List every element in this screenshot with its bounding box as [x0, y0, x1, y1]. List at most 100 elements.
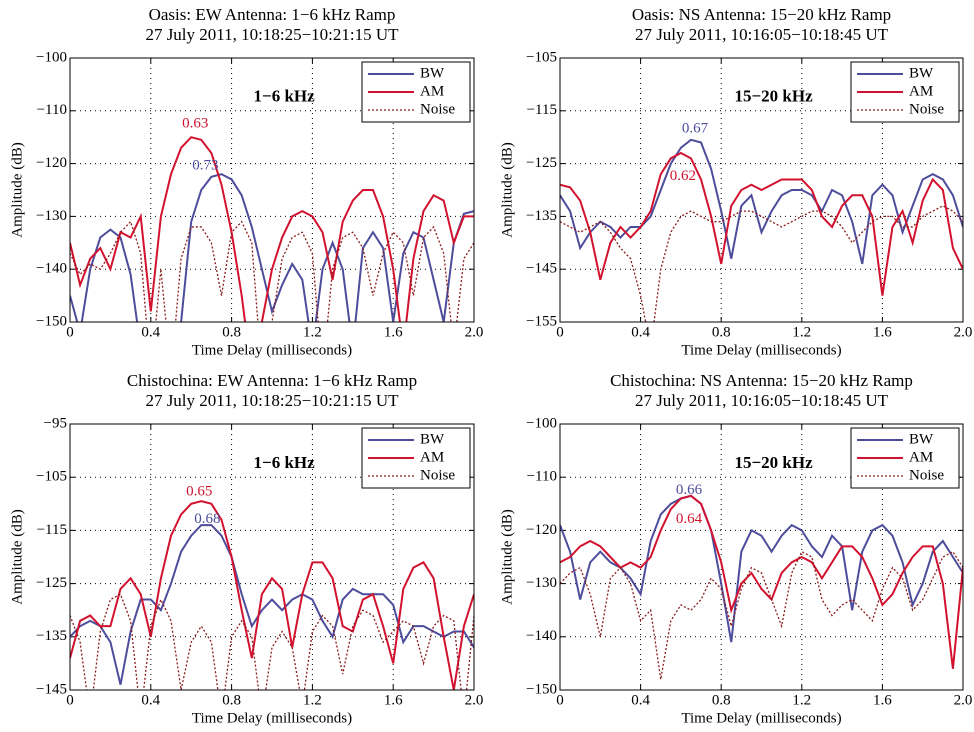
series-line — [70, 220, 474, 322]
y-tick-label: −120 — [526, 522, 557, 538]
x-tick-label: 0 — [556, 324, 564, 340]
x-tick-label: 1.2 — [792, 324, 811, 340]
y-tick-label: −125 — [36, 575, 67, 591]
x-tick-label: 0 — [556, 692, 564, 708]
x-tick-label: 2.0 — [465, 692, 484, 708]
legend-label: AM — [420, 83, 444, 99]
y-tick-label: −130 — [36, 208, 67, 224]
series-line — [70, 136, 474, 322]
x-tick-label: 0.4 — [631, 324, 650, 340]
series-line — [560, 138, 963, 265]
series-line — [560, 550, 963, 680]
x-tick-label: 1.6 — [873, 692, 892, 708]
legend-label: Noise — [909, 467, 944, 483]
legend-label: AM — [909, 83, 933, 99]
legend-label: Noise — [420, 101, 455, 117]
y-tick-label: −145 — [36, 681, 67, 697]
annotation: 0.73 — [192, 158, 218, 174]
legend-label: BW — [909, 65, 934, 81]
annotation: 0.66 — [676, 482, 703, 498]
band-label: 1−6 kHz — [254, 453, 316, 472]
y-tick-label: −100 — [526, 415, 557, 431]
y-axis-label: Amplitude (dB) — [9, 142, 25, 237]
x-axis-label: Time Delay (milliseconds) — [681, 342, 841, 358]
x-tick-label: 2.0 — [465, 324, 484, 340]
band-label: 15−20 kHz — [735, 87, 814, 106]
annotation: 0.63 — [182, 115, 208, 131]
x-tick-label: 0.8 — [712, 324, 731, 340]
y-tick-label: −145 — [526, 261, 557, 277]
chart-subtitle: 27 July 2011, 10:16:05−10:18:45 UT — [635, 25, 889, 44]
x-tick-label: 0.8 — [712, 692, 731, 708]
y-axis-label: Amplitude (dB) — [499, 142, 515, 237]
x-tick-label: 1.6 — [873, 324, 892, 340]
x-tick-label: 0 — [66, 324, 74, 340]
annotation: 0.68 — [194, 511, 220, 527]
y-tick-label: −115 — [37, 522, 67, 538]
series-line — [560, 151, 963, 296]
x-tick-label: 2.0 — [954, 324, 973, 340]
x-tick-label: 0.4 — [631, 692, 650, 708]
y-tick-label: −105 — [526, 49, 557, 65]
y-tick-label: −140 — [36, 261, 67, 277]
x-tick-label: 0.8 — [222, 692, 241, 708]
annotation: 0.64 — [676, 511, 703, 527]
y-tick-label: −120 — [36, 155, 67, 171]
chart-title: Chistochina: EW Antenna: 1−6 kHz Ramp — [127, 371, 417, 390]
y-tick-label: −95 — [44, 415, 67, 431]
y-tick-label: −125 — [526, 155, 557, 171]
y-tick-label: −105 — [36, 469, 67, 485]
chart-subtitle: 27 July 2011, 10:18:25−10:21:15 UT — [145, 391, 399, 410]
band-label: 15−20 kHz — [735, 453, 814, 472]
y-tick-label: −110 — [527, 469, 557, 485]
legend-label: AM — [909, 449, 933, 465]
series-line — [70, 593, 474, 690]
chart-subtitle: 27 July 2011, 10:18:25−10:21:15 UT — [145, 25, 399, 44]
legend-label: AM — [420, 449, 444, 465]
legend-label: BW — [420, 431, 445, 447]
legend-label: Noise — [909, 101, 944, 117]
legend-label: BW — [420, 65, 445, 81]
y-tick-label: −135 — [526, 208, 557, 224]
legend-label: Noise — [420, 467, 455, 483]
x-axis-label: Time Delay (milliseconds) — [681, 710, 841, 726]
y-tick-label: −130 — [526, 575, 557, 591]
x-tick-label: 0.8 — [222, 324, 241, 340]
chart-subtitle: 27 July 2011, 10:16:05−10:18:45 UT — [635, 391, 889, 410]
x-axis-label: Time Delay (milliseconds) — [192, 342, 352, 358]
plot-frame — [69, 423, 475, 691]
y-tick-label: −150 — [526, 681, 557, 697]
x-tick-label: 1.2 — [792, 692, 811, 708]
series-line — [70, 173, 474, 322]
y-tick-label: −110 — [37, 102, 67, 118]
plot-frame — [559, 423, 964, 691]
x-tick-label: 1.6 — [384, 692, 403, 708]
x-tick-label: 2.0 — [954, 692, 973, 708]
series-line — [70, 500, 474, 690]
y-tick-label: −155 — [526, 313, 557, 329]
annotation: 0.65 — [186, 483, 212, 499]
y-tick-label: −135 — [36, 628, 67, 644]
band-label: 1−6 kHz — [254, 87, 316, 106]
y-tick-label: −115 — [527, 102, 557, 118]
x-tick-label: 0.4 — [141, 692, 160, 708]
annotation: 0.67 — [682, 121, 709, 137]
x-axis-label: Time Delay (milliseconds) — [192, 710, 352, 726]
annotation: 0.62 — [670, 168, 696, 184]
legend-label: BW — [909, 431, 934, 447]
chart-title: Oasis: NS Antenna: 15−20 kHz Ramp — [632, 5, 891, 24]
y-tick-label: −100 — [36, 49, 67, 65]
series-line — [70, 524, 474, 685]
series-line — [560, 205, 963, 322]
y-tick-label: −140 — [526, 628, 557, 644]
plot-frame — [559, 57, 964, 323]
chart-title: Chistochina: NS Antenna: 15−20 kHz Ramp — [610, 371, 913, 390]
x-tick-label: 0.4 — [141, 324, 160, 340]
y-tick-label: −150 — [36, 313, 67, 329]
x-tick-label: 0 — [66, 692, 74, 708]
plot-frame — [69, 57, 475, 323]
x-tick-label: 1.2 — [303, 324, 322, 340]
series-line — [560, 494, 963, 643]
